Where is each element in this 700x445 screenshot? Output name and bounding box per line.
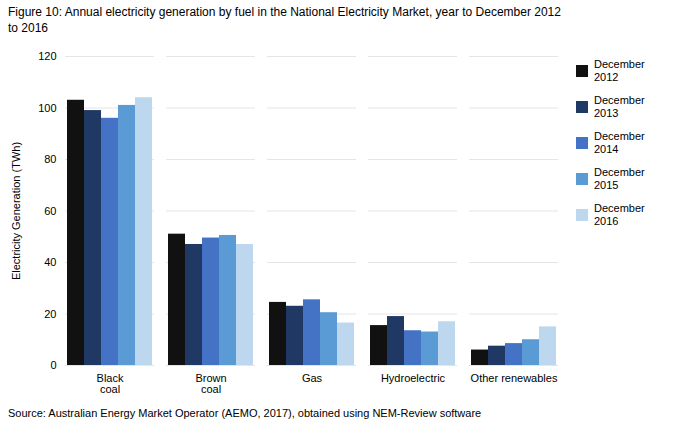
svg-text:100: 100 <box>38 102 56 114</box>
html-text:December 2013: December 2013 <box>594 94 645 119</box>
html-text:Source: Australian Energy Mark: Source: Australian Energy Market Operato… <box>8 407 482 419</box>
svg-text:80: 80 <box>44 153 56 165</box>
svg-text:Electricity Generation (TWh): Electricity Generation (TWh) <box>10 142 22 280</box>
html-text:December 2015: December 2015 <box>594 166 645 191</box>
svg-text:20: 20 <box>44 308 56 320</box>
svg-text:Gas: Gas <box>302 372 323 384</box>
html-text:Figure 10: Annual electricity: Figure 10: Annual electricity generation… <box>8 5 561 35</box>
svg-text:120: 120 <box>38 50 56 62</box>
svg-text:0: 0 <box>50 359 56 371</box>
svg-text:40: 40 <box>44 256 56 268</box>
html-text:December 2016: December 2016 <box>594 202 645 227</box>
svg-text:Blackcoal: Blackcoal <box>97 372 124 395</box>
svg-text:Hydroelectric: Hydroelectric <box>381 372 446 384</box>
html-text:December 2012: December 2012 <box>594 58 645 83</box>
svg-text:Browncoal: Browncoal <box>195 372 226 395</box>
svg-text:Other renewables: Other renewables <box>471 372 558 384</box>
html-text:December 2014: December 2014 <box>594 130 645 155</box>
svg-text:60: 60 <box>44 205 56 217</box>
